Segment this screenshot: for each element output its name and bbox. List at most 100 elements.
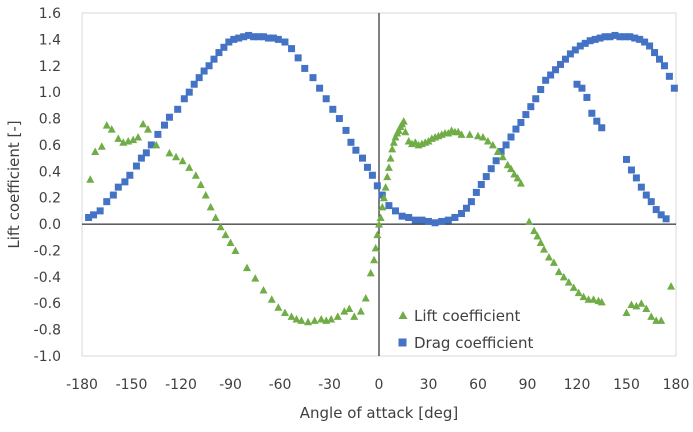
lift-point [376, 213, 385, 221]
lift-point [510, 169, 519, 178]
lift-point [185, 163, 194, 171]
lift-point [206, 202, 215, 211]
lift-point [507, 164, 515, 173]
lift-point [91, 147, 100, 156]
drag-point [616, 33, 624, 41]
lift-point [549, 258, 558, 266]
drag-point [269, 34, 277, 42]
lift-point [622, 308, 631, 316]
lift-point [317, 315, 326, 323]
y-tick-label: 0.0 [39, 217, 61, 233]
lift-point [647, 312, 656, 320]
lift-point [536, 238, 545, 247]
lift-point [375, 220, 383, 228]
lift-point [310, 316, 319, 324]
drag-point [571, 46, 579, 54]
lift-point [274, 303, 283, 311]
x-tick-label: -60 [269, 377, 292, 393]
lift-point [165, 148, 174, 157]
drag-point [405, 213, 413, 221]
lift-point [292, 315, 301, 323]
drag-point [132, 162, 140, 170]
x-tick-label: 30 [420, 377, 438, 393]
lift-point [361, 293, 370, 302]
drag-point [195, 74, 203, 82]
lift-point [134, 133, 143, 141]
drag-point [418, 216, 426, 224]
x-tick-label: 120 [564, 377, 591, 393]
series-layer [85, 31, 678, 326]
lift-point [540, 245, 548, 253]
y-tick-label: -1.0 [34, 349, 61, 365]
drag-point [598, 124, 606, 132]
x-tick-label: 0 [375, 377, 384, 393]
drag-point [642, 191, 650, 199]
drag-point [205, 62, 213, 70]
lift-point [287, 312, 296, 320]
drag-point [281, 38, 289, 46]
lift-point [216, 222, 225, 231]
drag-point [114, 183, 122, 191]
drag-point [566, 50, 574, 58]
lift-point [513, 173, 522, 182]
x-axis-title: Angle of attack [deg] [300, 404, 459, 422]
drag-point [174, 105, 182, 113]
drag-point [593, 117, 601, 125]
drag-point [647, 198, 655, 206]
x-tick-label: 60 [469, 377, 487, 393]
lift-point [401, 127, 410, 136]
drag-point [632, 174, 640, 182]
drag-point [161, 121, 168, 129]
lift-point [503, 160, 512, 169]
lift-point [356, 307, 365, 315]
lift-point [280, 308, 289, 316]
lift-point [493, 147, 502, 156]
drag-point [274, 35, 282, 43]
lift-point [114, 134, 123, 142]
drag-point [517, 118, 525, 126]
lift-point [525, 217, 534, 225]
series-lift-coefficient [86, 117, 676, 326]
lift-point [297, 316, 306, 324]
drag-point [557, 60, 564, 68]
legend-marker-lift [398, 311, 408, 319]
lift-point [386, 154, 395, 162]
drag-point [103, 198, 111, 206]
drag-point [109, 191, 117, 199]
drag-point [329, 105, 337, 113]
drag-point [502, 141, 510, 149]
lift-point [381, 183, 390, 191]
lift-point [366, 268, 375, 277]
lift-point [657, 316, 666, 324]
drag-point [245, 31, 253, 39]
drag-point [477, 181, 485, 188]
drag-point [542, 76, 550, 84]
drag-point [185, 88, 193, 96]
lift-point [221, 230, 230, 239]
drag-point [142, 149, 150, 157]
drag-point [591, 35, 599, 43]
y-axis-tick-labels: -1.0 -0.8 -0.6 -0.4 -0.2 0.0 0.2 0.4 0.6 0.8 1.0 1.… [34, 6, 61, 365]
drag-point [294, 54, 302, 62]
drag-point [636, 35, 644, 43]
lift-point [474, 131, 482, 140]
drag-point [378, 191, 386, 199]
drag-point [552, 66, 560, 74]
drag-point [497, 148, 505, 156]
drag-point [467, 198, 475, 206]
lift-point [388, 144, 397, 153]
lift-point [152, 140, 161, 149]
drag-point [532, 95, 540, 103]
lift-point [559, 272, 568, 281]
drag-point [309, 74, 317, 82]
drag-point [656, 55, 663, 63]
drag-point [596, 34, 604, 42]
legend-label-lift: Lift coefficient [414, 307, 520, 325]
lift-point [391, 133, 400, 141]
lift-point [378, 202, 387, 211]
drag-point [641, 38, 649, 46]
lift-point [370, 255, 379, 264]
y-tick-label: -0.2 [34, 243, 61, 259]
series-drag-coefficient [85, 31, 678, 227]
lift-point [201, 191, 210, 199]
